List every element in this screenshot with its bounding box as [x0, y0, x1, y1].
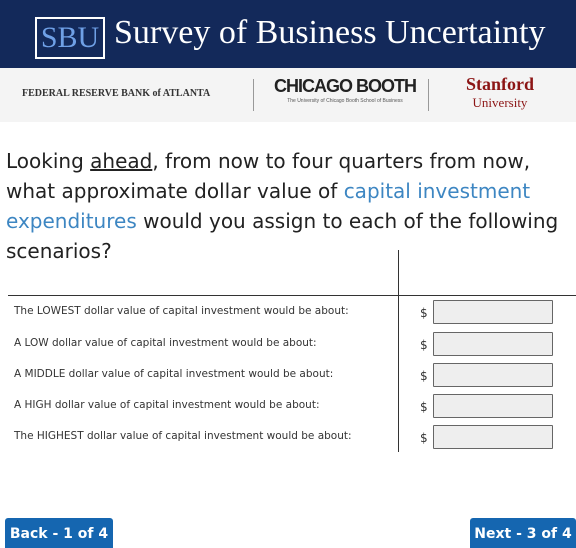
- row-label: A LOW dollar value of capital investment…: [14, 337, 317, 349]
- question-text: Looking: [6, 149, 91, 173]
- question-text: , from now to four quarters from now, wh…: [6, 149, 531, 203]
- amount-input[interactable]: [433, 425, 553, 449]
- currency-sign: $: [420, 400, 428, 414]
- separator: [428, 79, 429, 111]
- amount-input[interactable]: [433, 332, 553, 356]
- row-label: A HIGH dollar value of capital investmen…: [14, 399, 320, 411]
- back-button[interactable]: Back - 1 of 4: [5, 518, 113, 548]
- stanford-logo: Stanford: [465, 74, 534, 94]
- atlanta-logo: FEDERAL RESERVE BANK of ATLANTA: [22, 88, 211, 99]
- badge: SBU: [35, 17, 105, 59]
- currency-sign: $: [420, 369, 428, 383]
- booth-logo: CHICAGO BOOTH: [274, 76, 417, 96]
- question-text: would you assign to each of the followin…: [6, 209, 559, 263]
- next-button[interactable]: Next - 3 of 4: [470, 518, 576, 548]
- separator: [253, 79, 254, 111]
- table-rule: [8, 295, 576, 296]
- question-highlight: capital investment expenditures: [6, 179, 531, 233]
- header-title: Survey of Business Uncertainty: [114, 14, 546, 51]
- table-divider: [398, 250, 399, 452]
- currency-sign: $: [420, 306, 428, 320]
- currency-sign: $: [420, 431, 428, 445]
- row-label: The LOWEST dollar value of capital inves…: [14, 305, 349, 317]
- booth-subtitle: The University of Chicago Booth School o…: [287, 98, 403, 104]
- stanford-subtitle: University: [472, 95, 528, 110]
- amount-input[interactable]: [433, 300, 553, 324]
- header-band: [0, 0, 576, 68]
- question: Looking ahead, from now to four quarters…: [6, 146, 576, 266]
- logo-band: [0, 68, 576, 122]
- row-label: A MIDDLE dollar value of capital investm…: [14, 368, 334, 380]
- row-label: The HIGHEST dollar value of capital inve…: [14, 430, 352, 442]
- amount-input[interactable]: [433, 363, 553, 387]
- currency-sign: $: [420, 338, 428, 352]
- amount-input[interactable]: [433, 394, 553, 418]
- question-underlined: ahead: [90, 149, 153, 173]
